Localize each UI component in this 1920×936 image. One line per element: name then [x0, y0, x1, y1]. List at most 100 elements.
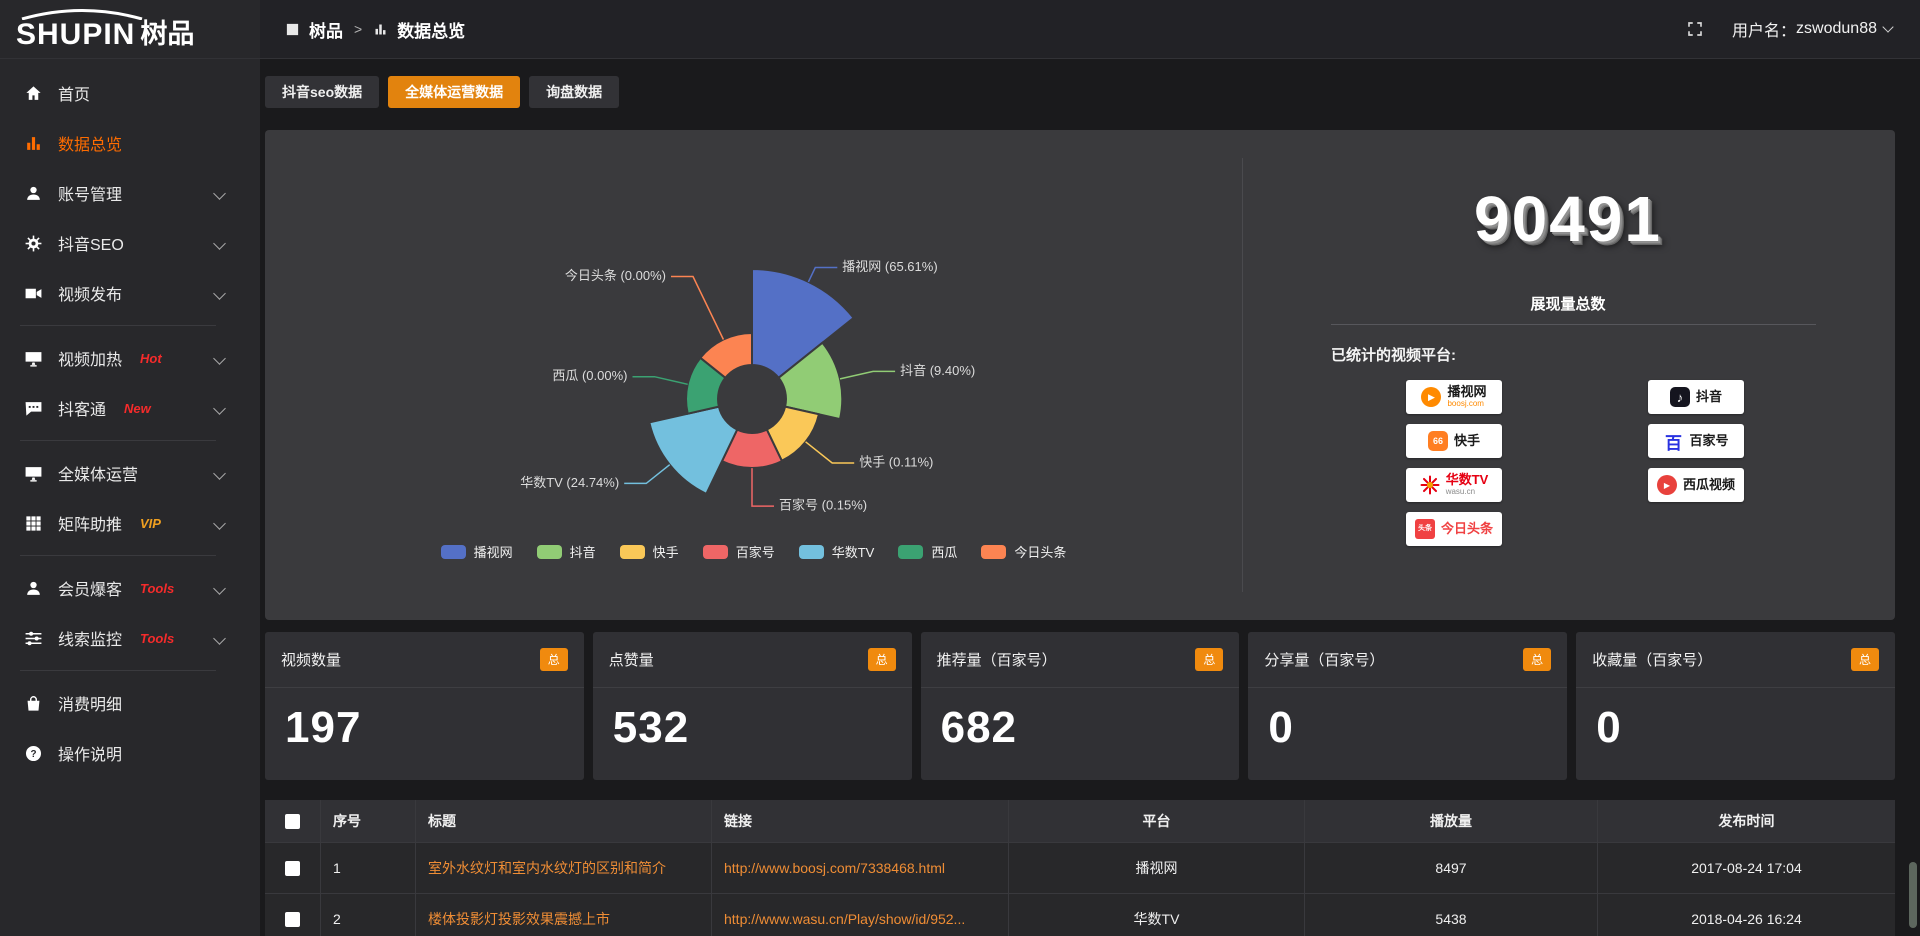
vertical-divider — [1242, 158, 1243, 592]
member-icon — [24, 579, 43, 598]
platform-name: 抖音 — [1695, 388, 1722, 404]
pie-label-line-4 — [624, 464, 671, 485]
platform-name: 西瓜视频 — [1682, 476, 1735, 492]
sidebar-item-9[interactable]: 会员爆客 Tools — [0, 563, 260, 613]
stat-card-header: 分享量（百家号） 总 — [1248, 632, 1568, 688]
pie-label-3: 百家号 (0.15%) — [779, 498, 867, 513]
row-checkbox[interactable] — [285, 860, 300, 876]
sidebar-item-6[interactable]: 抖客通 New — [0, 383, 260, 433]
baijiahao-logo: 百 — [1664, 433, 1682, 453]
sidebar-item-7[interactable]: 全媒体运营 — [0, 448, 260, 498]
sidebar-item-5[interactable]: 视频加热 Hot — [0, 333, 260, 383]
sidebar-item-badge: Hot — [140, 350, 162, 366]
pie-label-5: 西瓜 (0.00%) — [552, 368, 627, 383]
total-badge[interactable]: 总 — [1523, 648, 1552, 671]
pie-slice-4[interactable] — [648, 405, 739, 496]
legend-item-1[interactable]: 抖音 — [536, 542, 596, 561]
pie-slice-6[interactable] — [698, 331, 753, 380]
chevron-down-icon — [1882, 21, 1894, 33]
legend-swatch — [898, 544, 924, 559]
legend-swatch — [981, 544, 1007, 559]
sidebar-item-badge: VIP — [140, 515, 161, 531]
sidebar-item-1[interactable]: 数据总览 — [0, 118, 260, 168]
xigua-logo: ▶ — [1656, 475, 1677, 495]
cell-link[interactable]: http://www.wasu.cn/Play/show/id/952... — [712, 894, 1009, 936]
cell-plays: 5438 — [1305, 894, 1598, 936]
platform-badge-3[interactable]: 百百家号 — [1648, 424, 1744, 458]
sidebar-item-3[interactable]: 抖音SEO — [0, 218, 260, 268]
pie-label-6: 今日头条 (0.00%) — [565, 268, 666, 283]
stat-card-title: 收藏量（百家号） — [1592, 652, 1713, 669]
cell-title[interactable]: 楼体投影灯投影效果震撼上市 — [416, 894, 712, 936]
legend-item-6[interactable]: 今日头条 — [981, 542, 1066, 561]
breadcrumb-separator: > — [354, 21, 363, 37]
breadcrumb-current[interactable]: 数据总览 — [397, 21, 466, 41]
cell-link[interactable]: http://www.boosj.com/7338468.html — [712, 843, 1009, 893]
sidebar-item-12[interactable]: ? 操作说明 — [0, 728, 260, 778]
platform-badge-4[interactable]: 华数TV wasu.cn — [1406, 468, 1502, 502]
tab-1[interactable]: 全媒体运营数据 — [388, 76, 521, 108]
sidebar-item-0[interactable]: 首页 — [0, 68, 260, 118]
total-badge[interactable]: 总 — [539, 648, 568, 671]
total-badge[interactable]: 总 — [867, 648, 896, 671]
scrollbar-thumb[interactable] — [1909, 862, 1917, 928]
legend-item-4[interactable]: 华数TV — [798, 542, 874, 561]
stat-card-header: 视频数量 总 — [265, 632, 584, 688]
sidebar-item-8[interactable]: 矩阵助推 VIP — [0, 498, 260, 548]
platform-badge-0[interactable]: ▶ 播视网 boosj.com — [1406, 380, 1502, 414]
chevron-down-icon — [213, 631, 226, 645]
cell-title[interactable]: 室外水纹灯和室内水纹灯的区别和简介 — [416, 843, 712, 893]
chevron-down-icon — [213, 236, 226, 250]
cell-plays: 8497 — [1305, 843, 1598, 893]
cell-no: 1 — [321, 843, 416, 893]
table-header-cell: 序号 — [321, 800, 416, 842]
select-all-checkbox[interactable] — [285, 813, 300, 829]
legend-item-3[interactable]: 百家号 — [702, 542, 775, 561]
sidebar-item-label: 视频发布 — [58, 287, 123, 304]
username-label: 用户名： — [1732, 23, 1797, 40]
table-header-cell: 发布时间 — [1718, 813, 1775, 829]
sidebar-item-2[interactable]: 账号管理 — [0, 168, 260, 218]
row-checkbox[interactable] — [285, 911, 300, 927]
wasu-logo — [1420, 475, 1440, 495]
sidebar-item-10[interactable]: 线索监控 Tools — [0, 613, 260, 663]
breadcrumb-root[interactable]: 树品 — [309, 21, 343, 41]
user-menu[interactable]: 用户名： zswodun88 — [1732, 17, 1894, 41]
chevron-down-icon — [213, 186, 226, 200]
overview-panel: 播视网 (65.61%) 抖音 (9.40%) 快手 (0.11%) 百家号 (0.1… — [265, 130, 1895, 620]
stat-card-title: 分享量（百家号） — [1264, 652, 1385, 669]
total-badge[interactable]: 总 — [1850, 648, 1879, 671]
sidebar-item-4[interactable]: 视频发布 — [0, 268, 260, 318]
legend-item-0[interactable]: 播视网 — [440, 542, 513, 561]
legend-item-5[interactable]: 西瓜 — [898, 542, 957, 561]
sidebar-divider — [20, 440, 216, 441]
home-icon — [24, 84, 43, 103]
pie-slice-0[interactable] — [751, 267, 856, 380]
legend-label: 快手 — [652, 545, 679, 560]
sidebar-item-11[interactable]: 消费明细 — [0, 678, 260, 728]
platform-badge-6[interactable]: 头条 今日头条 — [1406, 512, 1502, 546]
tab-0[interactable]: 抖音seo数据 — [265, 76, 380, 108]
total-badge[interactable]: 总 — [1195, 648, 1224, 671]
fullscreen-icon[interactable] — [1686, 20, 1704, 38]
chevron-down-icon — [213, 581, 226, 595]
sliders-icon — [24, 629, 43, 648]
table-header-cell: 标题 — [416, 800, 712, 842]
gear-icon — [24, 234, 43, 253]
boosj-logo: ▶ — [1421, 387, 1442, 407]
sidebar-item-label: 线索监控 — [58, 632, 123, 649]
brand-logo-text-en: SHUPIN — [16, 8, 143, 50]
platform-badge-1[interactable]: ♪ 抖音 — [1648, 380, 1744, 414]
platform-badge-2[interactable]: 66 快手 — [1406, 424, 1502, 458]
pie-slice-1[interactable] — [777, 341, 844, 421]
pie-label-0: 播视网 (65.61%) — [842, 259, 937, 274]
breadcrumb: 树品 > 数据总览 — [285, 17, 465, 42]
pie-label-line-0 — [807, 266, 838, 283]
tab-2[interactable]: 询盘数据 — [529, 76, 620, 108]
platform-badge-5[interactable]: ▶ 西瓜视频 — [1648, 468, 1744, 502]
main-content: 抖音seo数据 全媒体运营数据 询盘数据 播视网 (65.61%) 抖音 (9.40%… — [260, 58, 1920, 936]
legend-label: 百家号 — [735, 545, 775, 560]
sidebar-item-label: 账号管理 — [58, 187, 123, 204]
legend-item-2[interactable]: 快手 — [619, 542, 679, 561]
